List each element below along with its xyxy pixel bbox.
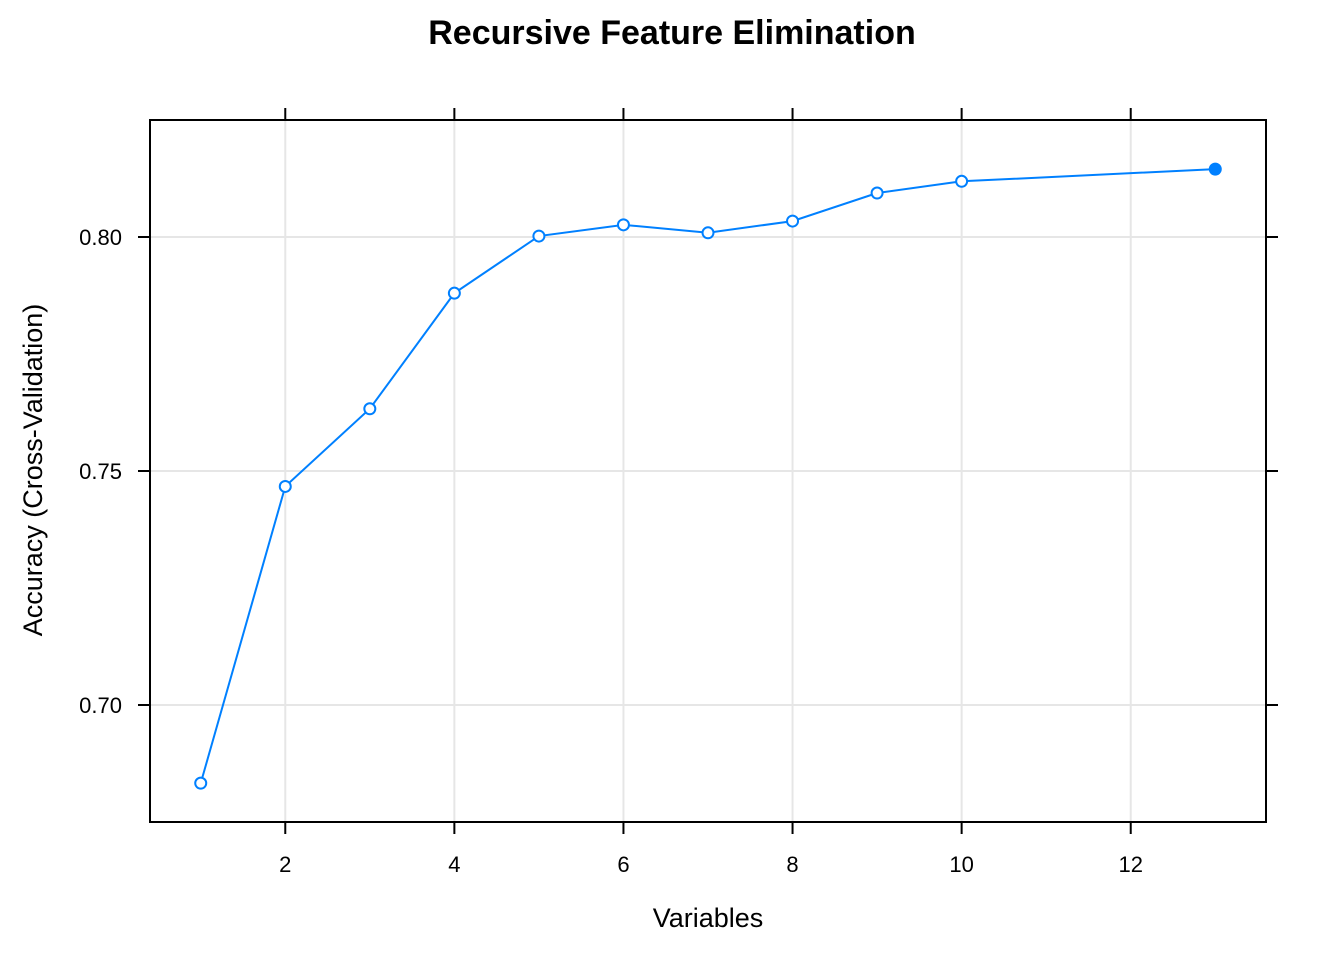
data-point	[532, 229, 546, 243]
x-tick-label: 4	[448, 852, 460, 877]
x-tick-label: 12	[1118, 852, 1142, 877]
y-tick-label: 0.80	[79, 225, 122, 250]
x-tick-label: 2	[279, 852, 291, 877]
x-tick-label: 8	[786, 852, 798, 877]
data-point	[786, 214, 800, 228]
y-axis-label: Accuracy (Cross-Validation)	[18, 304, 48, 637]
x-tick-label: 6	[617, 852, 629, 877]
y-tick-label: 0.75	[79, 459, 122, 484]
tick-labels: 2 4 6 8 10 12 0.70 0.75 0.80	[79, 225, 1143, 877]
data-point	[701, 226, 715, 240]
data-point	[616, 218, 630, 232]
axis-ticks	[138, 108, 1278, 834]
x-axis-label: Variables	[653, 903, 764, 933]
data-point	[447, 286, 461, 300]
data-point	[363, 402, 377, 416]
series-line	[199, 168, 1216, 784]
chart-title: Recursive Feature Elimination	[428, 14, 916, 52]
data-point	[870, 186, 884, 200]
x-tick-label: 10	[949, 852, 973, 877]
selected-point	[1208, 162, 1222, 176]
y-tick-label: 0.70	[79, 693, 122, 718]
data-point	[278, 479, 292, 493]
data-point	[955, 174, 969, 188]
grid-lines	[150, 120, 1266, 822]
data-point	[194, 776, 208, 790]
data-series	[194, 162, 1222, 790]
